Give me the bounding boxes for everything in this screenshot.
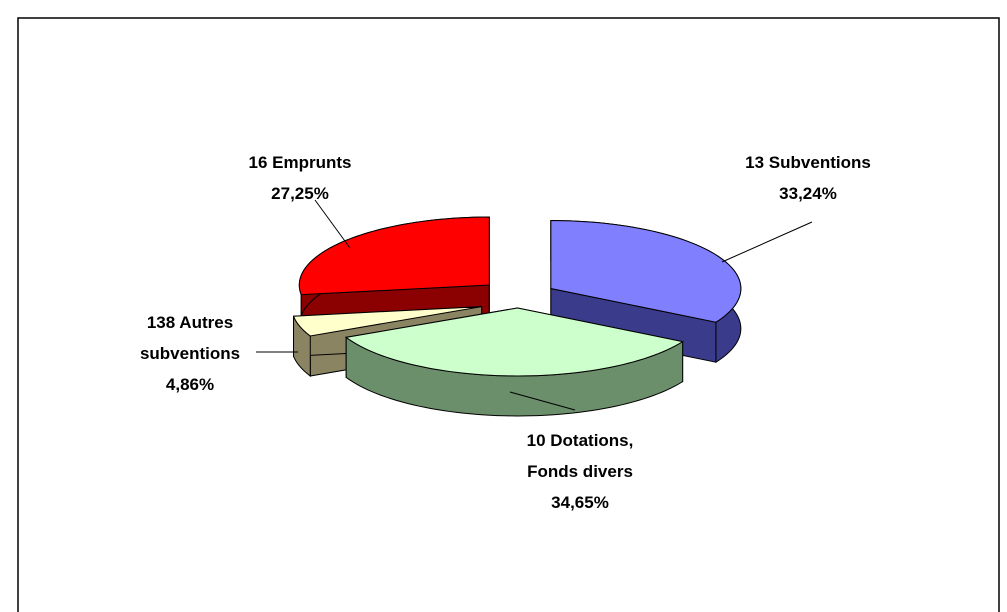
slice-value-label: 34,65% bbox=[551, 493, 609, 512]
leader-line bbox=[314, 199, 351, 249]
slice bbox=[344, 307, 684, 377]
slice-value-label: 4,86% bbox=[165, 375, 215, 394]
slice-label: 138 Autres subventions bbox=[139, 313, 241, 363]
leader-line bbox=[509, 391, 576, 411]
slice-value-label: 27,25% bbox=[271, 184, 329, 203]
slice-label: 10 Dotations, Fonds divers bbox=[526, 431, 634, 481]
slice-label: 13 Subventions bbox=[745, 153, 871, 172]
slice-value-label: 33,24% bbox=[779, 184, 837, 203]
slice bbox=[298, 216, 490, 296]
slice bbox=[550, 220, 742, 323]
slice-label: 16 Emprunts bbox=[248, 153, 352, 172]
leader-line bbox=[721, 221, 813, 263]
slice bbox=[292, 306, 482, 337]
